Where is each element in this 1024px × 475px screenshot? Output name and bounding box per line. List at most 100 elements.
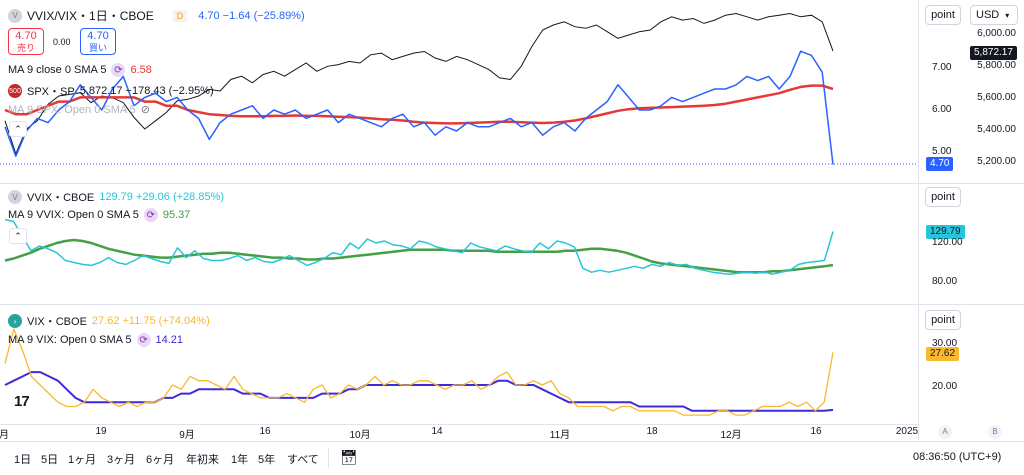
ratio-tick: 5.00: [932, 146, 952, 157]
sell-button[interactable]: 4.70 売り: [8, 28, 44, 55]
vix-ma-legend[interactable]: MA 9 VIX: Open 0 SMA 5 ⟳ 14.21: [8, 333, 183, 347]
collapse-button[interactable]: ⌃: [9, 228, 27, 244]
range-5y[interactable]: 5年: [258, 454, 276, 466]
range-5d[interactable]: 5日: [41, 454, 59, 466]
vix-ma-label: MA 9 VIX: Open 0 SMA 5: [8, 334, 132, 346]
point-button[interactable]: point: [925, 187, 961, 207]
spx-tick: 5,400.00: [977, 124, 1016, 135]
vvix-tick: 80.00: [932, 276, 958, 287]
ratio-ma-legend[interactable]: MA 9 close 0 SMA 5 ⟳ 6.58: [8, 63, 152, 77]
vix-label: VIX・CBOE: [27, 316, 87, 328]
buy-button[interactable]: 4.70 買い: [80, 28, 116, 55]
vvix-ma-line: [4, 238, 834, 274]
vix-tick: 20.00: [932, 381, 958, 392]
visibility-icon[interactable]: ⊘: [140, 104, 151, 116]
refresh-icon[interactable]: ⟳: [111, 63, 126, 77]
range-3m[interactable]: 3ヶ月: [107, 454, 136, 466]
spx-legend[interactable]: 500 SPX・SP 5,872.17 −178.43 (−2.95%): [8, 83, 214, 99]
pane-divider[interactable]: [0, 304, 1024, 305]
vix-ma-value: 14.21: [155, 334, 184, 346]
spx-icon: 500: [8, 84, 22, 98]
log-scale-button[interactable]: B: [988, 425, 1002, 439]
sell-label: 売り: [16, 43, 35, 53]
vix-legend[interactable]: › VIX・CBOE 27.62 +11.75 (+74.04%): [8, 313, 210, 329]
quote-value: 4.70 −1.64 (−25.89%): [198, 9, 305, 22]
spx-label: SPX・SP: [27, 86, 75, 98]
clock-display[interactable]: 08:36:50 (UTC+9): [913, 451, 1002, 463]
symbol-icon: V: [8, 8, 22, 23]
vix-ma-line: [4, 371, 834, 412]
ratio-chart[interactable]: [0, 0, 918, 183]
vvix-chart[interactable]: [0, 184, 918, 304]
ratio-ma-line: [4, 84, 834, 125]
point-button[interactable]: point: [925, 310, 961, 330]
pane-vvix[interactable]: [0, 184, 918, 304]
pane-vix[interactable]: [0, 305, 918, 425]
vvix-ma-legend[interactable]: MA 9 VVIX: Open 0 SMA 5 ⟳ 95.37: [8, 208, 190, 222]
vix-icon: ›: [8, 314, 22, 328]
pane-divider[interactable]: [0, 183, 1024, 184]
symbol-legend[interactable]: V VVIX/VIX・1日・CBOE D 4.70 −1.64 (−25.89%…: [8, 7, 305, 24]
range-6m[interactable]: 6ヶ月: [146, 454, 175, 466]
ratio-ma-value: 6.58: [130, 64, 152, 76]
buy-price: 4.70: [87, 30, 109, 42]
spx-tick: 5,600.00: [977, 92, 1016, 103]
currency-label: USD: [976, 9, 1000, 21]
toolbar-divider: [328, 448, 329, 468]
spx-ma-label: MA 9 SPX: Open 0 SMA 5: [8, 103, 136, 116]
range-1d[interactable]: 1日: [14, 454, 32, 466]
auto-scale-button[interactable]: A: [938, 425, 952, 439]
vvix-value: 129.79 +29.06 (+28.85%): [99, 191, 225, 203]
ratio-ma-label: MA 9 close 0 SMA 5: [8, 64, 107, 76]
ratio-price-badge: 4.70: [926, 157, 954, 171]
buy-label: 買い: [88, 43, 107, 53]
interval-badge: D: [172, 9, 188, 22]
time-tick: 10月: [349, 430, 371, 441]
spx-tick: 6,000.00: [977, 28, 1016, 39]
pane-ratio[interactable]: [0, 0, 918, 183]
chevron-down-icon: ▾: [1005, 11, 1010, 20]
time-tick: 2025: [895, 426, 919, 437]
vvix-icon: V: [8, 190, 22, 204]
spx-ma-legend[interactable]: MA 9 SPX: Open 0 SMA 5 ⊘: [8, 103, 151, 117]
spread-value: 0.00: [53, 37, 71, 47]
time-tick: 19: [95, 426, 107, 437]
spx-price-badge: 5,872.17: [970, 46, 1017, 60]
vix-price-badge: 27.62: [926, 347, 960, 361]
refresh-icon[interactable]: ⟳: [143, 208, 158, 222]
vvix-legend[interactable]: V VVIX・CBOE 129.79 +29.06 (+28.85%): [8, 189, 224, 205]
vvix-tick: 120.00: [932, 237, 963, 248]
collapse-button[interactable]: ⌃: [9, 121, 27, 137]
calendar-icon[interactable]: 📅︎: [340, 449, 358, 465]
vvix-ma-label: MA 9 VVIX: Open 0 SMA 5: [8, 209, 139, 221]
time-tick: 12月: [720, 430, 742, 441]
refresh-icon[interactable]: ⟳: [136, 333, 151, 347]
vvix-line: [4, 218, 834, 275]
time-tick: 16: [259, 426, 271, 437]
range-ytd[interactable]: 年初来: [186, 454, 219, 466]
spx-value: 5,872.17 −178.43 (−2.95%): [79, 85, 214, 97]
sell-price: 4.70: [15, 30, 37, 42]
ratio-line: [4, 50, 834, 165]
point-button[interactable]: point: [925, 5, 961, 25]
range-all[interactable]: すべて: [287, 454, 319, 466]
bottom-toolbar: 1日 5日 1ヶ月 3ヶ月 6ヶ月 年初来 1年 5年 すべて 📅︎ 08:36…: [0, 441, 1024, 475]
time-axis-divider: [0, 424, 918, 425]
time-tick: 16: [810, 426, 822, 437]
symbol-title[interactable]: VVIX/VIX・1日・CBOE: [27, 9, 154, 23]
vvix-price-badge: 129.79: [926, 225, 965, 239]
spx-line: [4, 12, 834, 156]
vix-line: [4, 328, 834, 416]
range-1m[interactable]: 1ヶ月: [68, 454, 97, 466]
vix-tick: 30.00: [932, 338, 958, 349]
time-tick: 9月: [179, 430, 195, 441]
time-tick: 14: [431, 426, 443, 437]
time-tick: 月: [0, 430, 9, 441]
ratio-tick: 6.00: [932, 104, 952, 115]
tradingview-logo[interactable]: 17: [14, 393, 30, 410]
vix-chart[interactable]: [0, 305, 918, 425]
range-1y[interactable]: 1年: [231, 454, 249, 466]
currency-select[interactable]: USD ▾: [970, 5, 1018, 25]
spx-tick: 5,200.00: [977, 156, 1016, 167]
price-axis-divider: [918, 0, 919, 440]
